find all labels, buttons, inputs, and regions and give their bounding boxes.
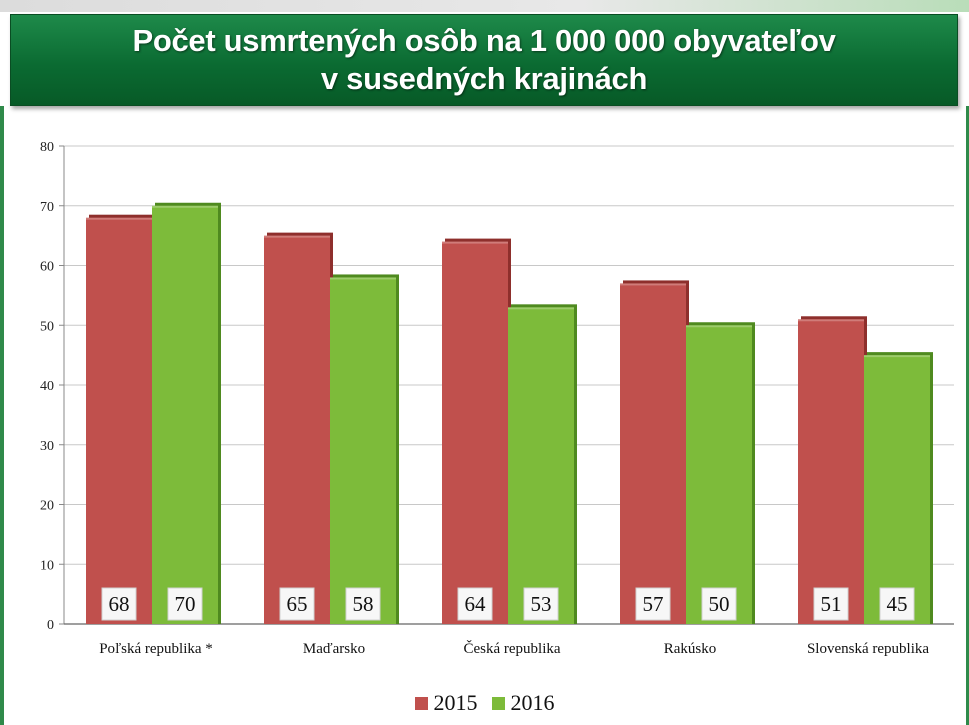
bar-highlight-2016 xyxy=(330,277,396,280)
data-label-2016: 45 xyxy=(887,592,908,616)
legend-swatch-2015 xyxy=(414,696,428,710)
bar-2015 xyxy=(264,235,330,624)
x-tick-label: Poľská republika * xyxy=(99,641,213,657)
title-banner: Počet usmrtených osôb na 1 000 000 obyva… xyxy=(10,14,958,106)
legend-swatch-2016 xyxy=(491,696,505,710)
data-label-box xyxy=(701,587,737,621)
data-label-2016: 53 xyxy=(531,592,552,616)
x-tick-label: Slovenská republika xyxy=(807,641,929,657)
bar-highlight-2016 xyxy=(686,325,752,328)
data-label-box xyxy=(345,587,381,621)
data-label-2015: 64 xyxy=(465,592,487,616)
data-label-2015: 51 xyxy=(821,592,842,616)
x-tick-label: Česká republika xyxy=(463,640,560,657)
bar-highlight-2015 xyxy=(86,217,152,220)
legend-item-2015: 2015 xyxy=(414,690,478,716)
data-label-box xyxy=(167,587,203,621)
bar-2015 xyxy=(798,319,864,624)
bar-2015 xyxy=(442,241,508,624)
y-tick-label: 30 xyxy=(40,439,54,454)
data-label-box xyxy=(813,587,849,621)
bar-2016 xyxy=(152,205,218,624)
x-tick-label: Maďarsko xyxy=(303,641,365,657)
bar-highlight-2016 xyxy=(508,307,574,310)
bar-2016 xyxy=(330,277,396,624)
data-label-box xyxy=(879,587,915,621)
bar-2015 xyxy=(620,283,686,624)
y-tick-label: 80 xyxy=(40,140,54,155)
data-label-box xyxy=(635,587,671,621)
data-label-box xyxy=(101,587,137,621)
bar-2016 xyxy=(508,307,574,624)
legend-label-2016: 2016 xyxy=(510,690,555,715)
data-label-2016: 58 xyxy=(353,592,374,616)
y-tick-label: 50 xyxy=(40,319,54,334)
bar-highlight-2016 xyxy=(152,205,218,208)
chart-frame-right xyxy=(966,106,969,725)
data-label-2015: 57 xyxy=(643,592,664,616)
bar-highlight-2016 xyxy=(864,355,930,358)
y-tick-label: 0 xyxy=(47,618,54,633)
bar-highlight-2015 xyxy=(264,235,330,238)
chart-frame xyxy=(0,106,969,725)
y-tick-label: 70 xyxy=(40,200,54,215)
data-label-box xyxy=(523,587,559,621)
data-label-box xyxy=(457,587,493,621)
bar-2015 xyxy=(86,217,152,624)
legend-item-2016: 2016 xyxy=(491,690,555,716)
bar-highlight-2015 xyxy=(620,283,686,286)
data-label-2015: 65 xyxy=(287,592,308,616)
bar-highlight-2015 xyxy=(798,319,864,322)
y-tick-label: 40 xyxy=(40,379,54,394)
legend-label-2015: 2015 xyxy=(433,690,478,715)
bar-2016 xyxy=(686,325,752,624)
y-tick-label: 60 xyxy=(40,260,54,275)
y-tick-label: 10 xyxy=(40,558,54,573)
legend: 2015 2016 xyxy=(0,690,969,716)
data-label-2016: 50 xyxy=(709,592,730,616)
data-label-2016: 70 xyxy=(175,592,196,616)
y-tick-label: 20 xyxy=(40,499,54,514)
top-strip xyxy=(0,0,969,12)
data-label-box xyxy=(279,587,315,621)
bar-2016 xyxy=(864,355,930,624)
title-line-2: v susedných krajinách xyxy=(320,61,648,96)
bar-highlight-2015 xyxy=(442,241,508,244)
data-label-2015: 68 xyxy=(109,592,130,616)
x-tick-label: Rakúsko xyxy=(664,641,717,657)
title-line-1: Počet usmrtených osôb na 1 000 000 obyva… xyxy=(132,23,836,58)
